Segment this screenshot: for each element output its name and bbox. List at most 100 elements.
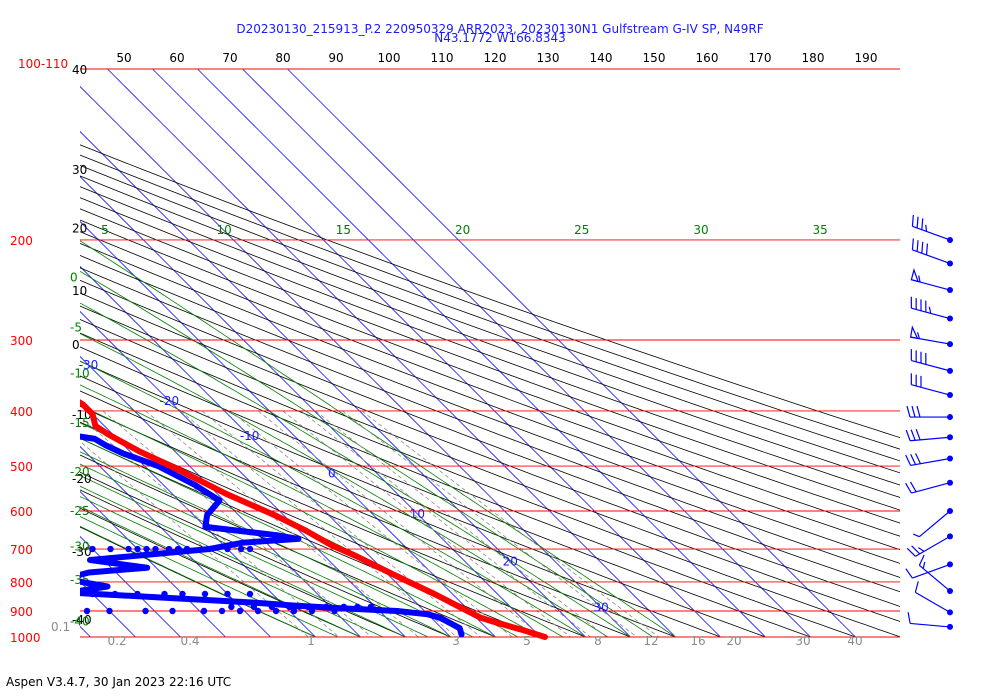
moist-adiabat-line bbox=[80, 506, 361, 638]
dry-adiabat-line bbox=[80, 231, 900, 537]
dewpoint-point bbox=[39, 608, 45, 614]
moist-adiabat-line bbox=[80, 240, 676, 638]
dry-adiabat-line bbox=[80, 175, 900, 474]
dewpoint-point bbox=[272, 607, 280, 615]
isotherm-line bbox=[80, 445, 271, 638]
top-temp-tick-label: 120 bbox=[484, 51, 507, 65]
isotherm-label: -20 bbox=[160, 394, 180, 408]
corner-pressure-label: 100-110 bbox=[18, 57, 68, 71]
title-line-1: D20230130_215913_P.2 220950329 ARR2023, … bbox=[236, 22, 763, 36]
isotherm-line bbox=[107, 69, 676, 638]
dewpoint-point bbox=[218, 607, 226, 615]
dewpoint-point bbox=[125, 545, 132, 553]
dewpoint-point bbox=[254, 607, 262, 615]
isotherm-line bbox=[242, 69, 811, 638]
isotherm-line bbox=[80, 535, 181, 638]
moist-adiabat-line bbox=[80, 496, 384, 638]
left-temp-label: -20 bbox=[72, 472, 92, 486]
top-temp-tick-label: 90 bbox=[328, 51, 343, 65]
footer-version: Aspen V3.4.7, 30 Jan 2023 22:16 UTC bbox=[6, 675, 231, 689]
top-temp-tick-label: 130 bbox=[537, 51, 560, 65]
dewpoint-point bbox=[49, 591, 55, 597]
mixing-ratio-label: 20 bbox=[726, 634, 741, 648]
dewpoint-point bbox=[67, 591, 73, 597]
wind-barb bbox=[918, 554, 953, 595]
dewpoint-point bbox=[44, 546, 50, 552]
title-line-2: N43.1772 W166.8343 bbox=[434, 31, 566, 45]
isotherm-line bbox=[80, 220, 496, 638]
dry-adiabat-line bbox=[80, 219, 900, 524]
theta-e-left-label: -20 bbox=[70, 465, 90, 479]
dewpoint-point bbox=[142, 607, 149, 615]
left-temp-label: -30 bbox=[72, 545, 92, 559]
isotherm-line bbox=[0, 69, 1, 637]
dewpoint-point bbox=[224, 590, 231, 598]
wind-barb bbox=[911, 214, 953, 243]
wind-barb bbox=[905, 428, 953, 442]
isotherm-label: 20 bbox=[503, 555, 518, 569]
dry-adiabat-line bbox=[80, 144, 900, 439]
pressure-label: 300 bbox=[10, 334, 33, 348]
wind-barb bbox=[905, 479, 953, 494]
dry-adiabat-line bbox=[80, 346, 811, 638]
wind-barb bbox=[910, 296, 953, 322]
moist-adiabat-line bbox=[80, 463, 451, 638]
theta-e-top-label: 10 bbox=[217, 223, 232, 237]
theta-e-top-label: 15 bbox=[336, 223, 351, 237]
dewpoint-profile bbox=[80, 433, 465, 638]
wind-barb bbox=[905, 561, 953, 579]
left-temp-label: 40 bbox=[72, 63, 87, 77]
top-temp-tick-label: 50 bbox=[116, 51, 131, 65]
top-temp-tick-label: 60 bbox=[169, 51, 184, 65]
dewpoint-point bbox=[228, 603, 235, 611]
wind-barbs bbox=[905, 214, 953, 630]
theta-e-left-label: -40 bbox=[70, 614, 90, 628]
dewpoint-point bbox=[7, 423, 13, 429]
dewpoint-point bbox=[200, 607, 208, 615]
dewpoint-point bbox=[0, 423, 4, 429]
dry-adiabat-line bbox=[80, 292, 900, 607]
dry-adiabat-line bbox=[80, 197, 900, 498]
isotherm-label: 30 bbox=[594, 601, 609, 615]
top-temp-tick-label: 100 bbox=[378, 51, 401, 65]
isotherm-line bbox=[152, 69, 721, 638]
dry-adiabat-line bbox=[80, 405, 631, 638]
background-grid bbox=[0, 69, 900, 638]
wind-barb bbox=[905, 453, 953, 467]
top-temp-tick-label: 190 bbox=[855, 51, 878, 65]
left-temp-label: 20 bbox=[72, 221, 87, 235]
wind-barb bbox=[906, 533, 953, 557]
dewpoint-point bbox=[143, 545, 150, 553]
dry-adiabat-line bbox=[80, 154, 900, 450]
pressure-label: 800 bbox=[10, 576, 33, 590]
dewpoint-point bbox=[61, 608, 67, 614]
moist-adiabat-line bbox=[80, 475, 429, 638]
dewpoint-point bbox=[16, 423, 22, 429]
dry-adiabat-line bbox=[80, 164, 900, 462]
dewpoint-point bbox=[290, 607, 298, 615]
top-temp-tick-label: 110 bbox=[431, 51, 454, 65]
theta-e-top-label: 5 bbox=[101, 223, 109, 237]
dewpoint-point bbox=[201, 590, 209, 598]
mixing-ratio-label: 30 bbox=[795, 634, 810, 648]
dry-adiabat-line bbox=[80, 255, 900, 564]
top-temp-tick-label: 170 bbox=[749, 51, 772, 65]
temperature-profile bbox=[80, 399, 548, 640]
moist-adiabat-line bbox=[80, 384, 564, 638]
sounding-profiles bbox=[0, 399, 548, 640]
pressure-label: 900 bbox=[10, 605, 33, 619]
top-temp-tick-label: 80 bbox=[275, 51, 290, 65]
dry-adiabat-line bbox=[80, 421, 586, 638]
theta-e-top-label: 30 bbox=[693, 223, 708, 237]
left-temp-label: 10 bbox=[72, 284, 87, 298]
dry-adiabat-line bbox=[80, 454, 496, 638]
moist-adiabat-line bbox=[80, 451, 474, 638]
dry-adiabat-line bbox=[80, 507, 361, 638]
dry-adiabat-line bbox=[80, 208, 900, 511]
mixing-ratio-label: 5 bbox=[523, 634, 531, 648]
mixing-ratio-label: 1 bbox=[307, 634, 315, 648]
isotherm-line bbox=[80, 130, 586, 638]
isotherm-line bbox=[80, 490, 226, 638]
mixing-ratio-label: 0.4 bbox=[180, 634, 199, 648]
